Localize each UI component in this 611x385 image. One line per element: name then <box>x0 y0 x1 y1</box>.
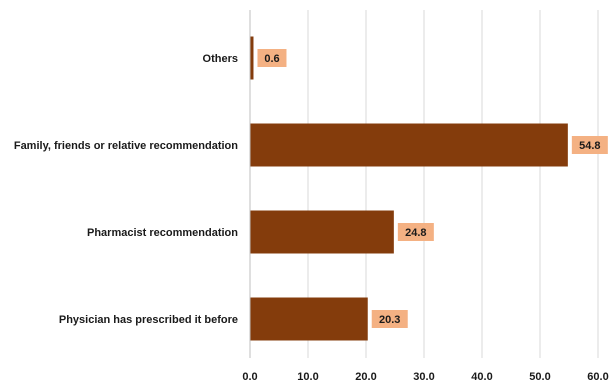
category-labels: Others Family, friends or relative recomm… <box>14 53 238 326</box>
x-tick-label: 0.0 <box>242 371 257 383</box>
category-label: Others <box>203 53 238 65</box>
data-label-box <box>397 223 434 241</box>
x-tick-label: 50.0 <box>529 371 550 383</box>
data-label: 24.8 <box>405 227 426 239</box>
category-label: Family, friends or relative recommendati… <box>14 140 238 152</box>
bar <box>250 210 394 254</box>
data-label: 20.3 <box>379 314 400 326</box>
x-tick-label: 20.0 <box>355 371 376 383</box>
data-label-box <box>257 49 287 67</box>
x-tick-label: 40.0 <box>471 371 492 383</box>
x-tick-label: 30.0 <box>413 371 434 383</box>
bar <box>250 297 368 341</box>
bars <box>250 36 568 341</box>
bar <box>250 36 254 80</box>
data-labels: 0.6 54.8 24.8 20.3 <box>257 49 608 328</box>
data-label-box <box>571 136 608 154</box>
data-label: 0.6 <box>264 53 279 65</box>
x-tick-label: 60.0 <box>587 371 608 383</box>
bar <box>250 123 568 167</box>
x-tick-label: 10.0 <box>297 371 318 383</box>
category-label: Physician has prescribed it before <box>59 314 238 326</box>
category-label: Pharmacist recommendation <box>87 227 238 239</box>
x-tick-labels: 0.0 10.0 20.0 30.0 40.0 50.0 60.0 <box>242 371 608 383</box>
data-label: 54.8 <box>579 140 600 152</box>
data-label-box <box>371 310 408 328</box>
